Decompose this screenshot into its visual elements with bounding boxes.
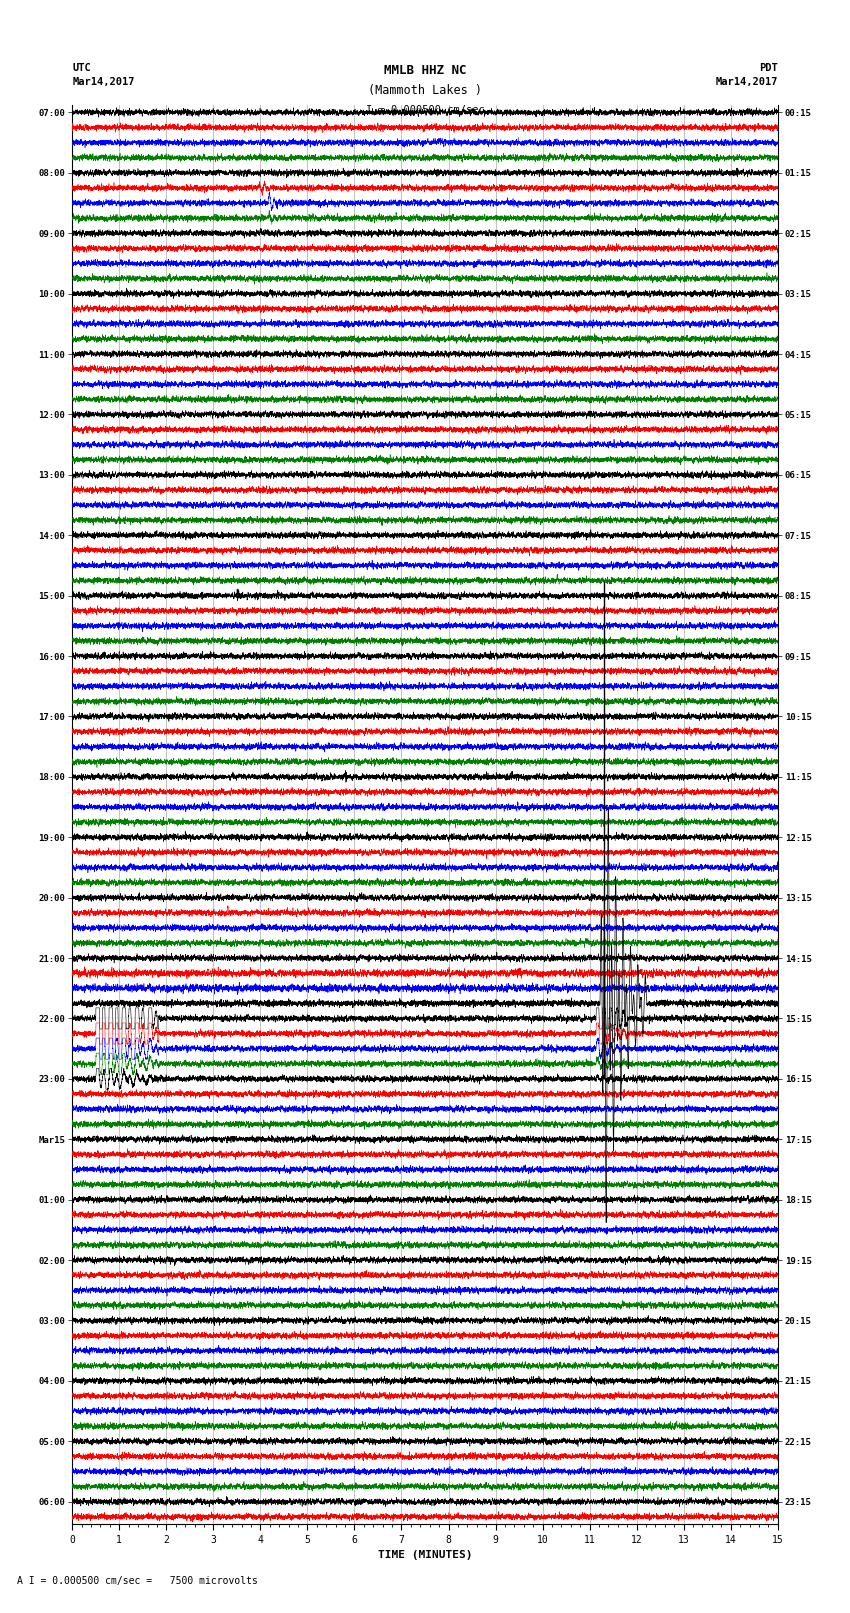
Text: MMLB HHZ NC: MMLB HHZ NC <box>383 65 467 77</box>
Text: A I = 0.000500 cm/sec =   7500 microvolts: A I = 0.000500 cm/sec = 7500 microvolts <box>17 1576 258 1586</box>
Text: UTC: UTC <box>72 63 91 73</box>
Text: I = 0.000500 cm/sec: I = 0.000500 cm/sec <box>366 105 484 115</box>
Text: Mar14,2017: Mar14,2017 <box>72 77 135 87</box>
Text: (Mammoth Lakes ): (Mammoth Lakes ) <box>368 84 482 97</box>
Text: Mar14,2017: Mar14,2017 <box>715 77 778 87</box>
X-axis label: TIME (MINUTES): TIME (MINUTES) <box>377 1550 473 1560</box>
Text: PDT: PDT <box>759 63 778 73</box>
